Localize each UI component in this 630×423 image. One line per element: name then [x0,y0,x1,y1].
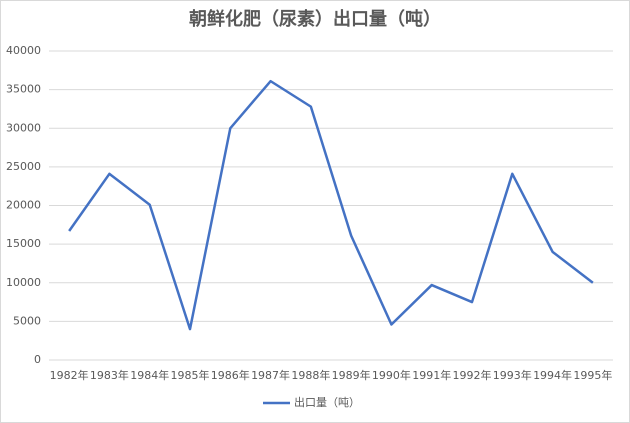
x-tick-label: 1995年 [573,368,612,382]
x-tick-label: 1987年 [251,368,290,382]
x-tick-label: 1990年 [372,368,411,382]
x-tick-label: 1986年 [211,368,250,382]
x-tick-label: 1982年 [50,368,89,382]
line-series [68,79,594,331]
legend-label: 出口量（吨） [294,395,360,409]
y-tick-label: 5000 [13,314,41,327]
y-tick-label: 30000 [6,121,41,134]
x-tick-label: 1993年 [493,368,532,382]
x-tick-label: 1992年 [453,368,492,382]
y-tick-label: 35000 [6,83,41,96]
x-tick-label: 1985年 [171,368,210,382]
x-tick-label: 1983年 [90,368,129,382]
y-tick-label: 10000 [6,276,41,289]
x-tick-label: 1989年 [332,368,371,382]
x-tick-label: 1988年 [291,368,330,382]
y-tick-label: 40000 [6,44,41,57]
x-tick-label: 1994年 [533,368,572,382]
x-tick-label: 1984年 [130,368,169,382]
y-tick-label: 20000 [6,199,41,212]
y-tick-label: 25000 [6,160,41,173]
y-tick-label: 15000 [6,237,41,250]
y-tick-label: 0 [34,353,41,366]
chart-title: 朝鲜化肥（尿素）出口量（吨） [189,8,441,30]
x-tick-label: 1991年 [412,368,451,382]
